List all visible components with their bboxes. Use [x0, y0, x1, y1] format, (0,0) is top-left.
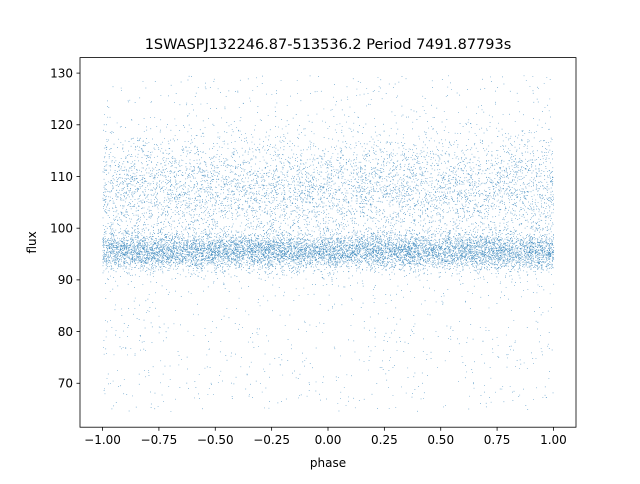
y-axis-label: flux — [25, 231, 39, 253]
chart-title: 1SWASPJ132246.87-513536.2 Period 7491.87… — [145, 37, 512, 53]
x-tick-label: 1.00 — [540, 433, 567, 447]
y-axis-ticks: 70 80 90 100 110 120 130 — [50, 66, 80, 391]
data-points — [102, 75, 555, 413]
x-tick-label: 0.75 — [484, 433, 511, 447]
x-tick-label: −0.50 — [197, 433, 234, 447]
x-tick-label: 0.00 — [315, 433, 342, 447]
x-axis-label: phase — [310, 456, 346, 470]
scatter-points — [102, 75, 555, 413]
x-tick-label: 0.50 — [427, 433, 454, 447]
x-tick-label: −1.00 — [84, 433, 121, 447]
y-tick-label: 130 — [50, 66, 73, 80]
y-tick-label: 70 — [58, 377, 73, 391]
x-axis-ticks: −1.00 −0.75 −0.50 −0.25 0.00 0.25 0.50 0.75 1.00 — [84, 427, 567, 447]
y-tick-label: 80 — [58, 325, 73, 339]
y-tick-label: 110 — [50, 170, 73, 184]
x-tick-label: −0.75 — [141, 433, 178, 447]
y-tick-label: 90 — [58, 273, 73, 287]
x-tick-label: 0.25 — [371, 433, 398, 447]
y-tick-label: 120 — [50, 118, 73, 132]
x-tick-label: −0.25 — [253, 433, 290, 447]
y-tick-label: 100 — [50, 221, 73, 235]
